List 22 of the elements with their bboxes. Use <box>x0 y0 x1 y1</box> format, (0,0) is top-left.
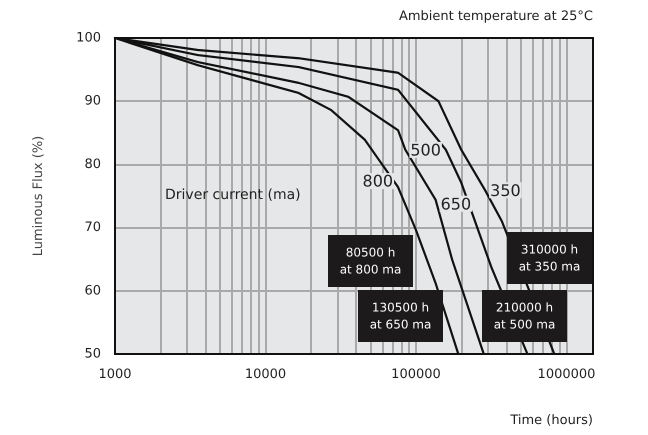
y-tick-label: 60 <box>84 283 101 298</box>
annotation: Driver current (ma) <box>165 187 301 203</box>
series-label: 800 <box>362 172 394 191</box>
y-tick-label: 90 <box>84 94 101 109</box>
annotation: 130500 h at 650 ma <box>370 300 432 332</box>
text: Ambient temperature at 25°C <box>398 9 594 24</box>
series-label: 650 <box>440 194 472 214</box>
y-tick-label: 100 <box>76 30 101 46</box>
x-axis-title: Time (hours) <box>509 413 593 428</box>
y-tick-label: 70 <box>84 220 101 236</box>
y-axis-title: Luminous Flux (%) <box>31 136 46 256</box>
x-tick-label: 100000 <box>391 367 441 382</box>
annotation: 80500 h at 800 ma <box>340 246 402 276</box>
x-tick-label: 10000 <box>244 367 286 382</box>
y-tick-label: 80 <box>84 156 101 172</box>
annotation: 310000 h at 350 ma <box>518 242 580 274</box>
x-tick-label: 1000 <box>98 367 132 382</box>
x-tick-label: 1000000 <box>538 367 596 382</box>
annotation: 210000 h at 500 ma <box>494 300 556 332</box>
series-label: 500 <box>410 140 441 160</box>
y-tick-label: 50 <box>84 346 101 362</box>
series-label: 350 <box>490 180 521 200</box>
